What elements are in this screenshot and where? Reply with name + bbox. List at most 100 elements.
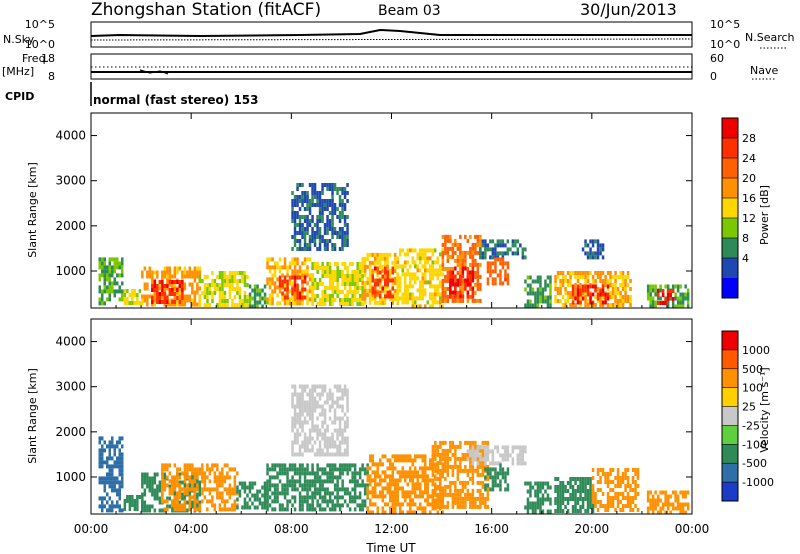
velocity-cell xyxy=(461,496,465,501)
power-cell xyxy=(198,303,202,307)
velocity-cell xyxy=(116,464,119,469)
power-cell xyxy=(293,269,297,274)
power-cell xyxy=(441,278,445,283)
power-cell xyxy=(571,295,575,299)
power-cell xyxy=(201,279,204,283)
power-cell xyxy=(474,258,477,263)
power-cell xyxy=(296,261,299,266)
power-cell xyxy=(273,285,277,290)
velocity-cell xyxy=(369,474,372,479)
power-cell xyxy=(308,289,312,294)
power-cell xyxy=(316,215,319,219)
power-cell xyxy=(579,275,582,279)
velocity-cell xyxy=(586,497,590,501)
power-cell xyxy=(213,279,217,283)
power-cell xyxy=(168,280,172,284)
power-cell xyxy=(296,275,299,280)
power-cell xyxy=(471,250,475,255)
velocity-cell xyxy=(606,476,610,480)
velocity-cell xyxy=(409,478,412,483)
power-cell xyxy=(466,298,470,303)
velocity-cell xyxy=(316,463,319,468)
colorbar-frame xyxy=(721,117,739,299)
power-cell xyxy=(298,243,302,247)
power-cell xyxy=(221,271,224,275)
power-cell xyxy=(313,235,317,239)
power-cell xyxy=(136,297,139,301)
power-cell xyxy=(283,279,287,284)
velocity-cell xyxy=(481,484,485,489)
velocity-cell xyxy=(261,501,264,506)
velocity-cell xyxy=(634,472,637,476)
velocity-cell xyxy=(479,488,482,493)
velocity-cell xyxy=(444,452,447,457)
power-cell xyxy=(544,287,547,292)
velocity-cell xyxy=(421,474,424,479)
velocity-cell xyxy=(504,453,507,458)
velocity-cell xyxy=(268,475,272,480)
velocity-cell xyxy=(321,479,324,484)
power-cell xyxy=(233,287,237,291)
power-cell xyxy=(436,260,439,265)
power-cell xyxy=(168,266,172,271)
power-cell xyxy=(459,270,462,275)
power-cell xyxy=(491,261,495,266)
velocity-cell xyxy=(581,481,585,485)
power-cell xyxy=(111,265,114,270)
velocity-cell xyxy=(281,471,284,476)
velocity-cell xyxy=(328,440,332,445)
velocity-cell xyxy=(554,485,557,489)
velocity-cell xyxy=(671,502,675,507)
velocity-cell xyxy=(469,476,472,481)
power-cell xyxy=(444,278,447,283)
velocity-cell xyxy=(421,494,424,499)
power-cell xyxy=(471,266,475,271)
velocity-cell xyxy=(348,467,352,472)
power-cell xyxy=(138,301,142,305)
velocity-cell xyxy=(118,472,121,477)
power-cell xyxy=(283,287,287,292)
velocity-cell xyxy=(286,499,289,504)
velocity-cell xyxy=(128,499,132,503)
power-cell xyxy=(591,255,595,260)
velocity-cell xyxy=(489,475,492,480)
power-cell xyxy=(271,265,274,270)
velocity-cell xyxy=(601,504,605,508)
power-cell xyxy=(331,207,334,211)
power-cell xyxy=(173,294,177,299)
velocity-cell xyxy=(534,501,537,506)
velocity-cell xyxy=(143,476,147,481)
power-cell xyxy=(283,257,287,262)
power-cell xyxy=(103,289,106,294)
velocity-cell xyxy=(223,475,227,480)
power-cell xyxy=(221,295,224,299)
power-cell xyxy=(361,268,364,273)
velocity-cell xyxy=(221,479,224,484)
power-cell xyxy=(113,261,116,266)
velocity-cell xyxy=(293,436,297,441)
velocity-cell xyxy=(221,491,224,496)
power-cell xyxy=(581,288,585,293)
velocity-cell xyxy=(681,502,685,507)
power-cell xyxy=(611,295,615,299)
power-cell xyxy=(311,199,314,203)
velocity-cell xyxy=(449,492,452,497)
velocity-cell xyxy=(306,400,309,405)
power-cell xyxy=(576,284,580,289)
velocity-cell xyxy=(529,501,532,506)
velocity-cell xyxy=(158,496,162,501)
power-cell xyxy=(276,265,279,270)
power-cell xyxy=(106,273,109,278)
power-cell xyxy=(298,223,302,227)
power-cell xyxy=(326,187,329,191)
power-cell xyxy=(466,290,470,295)
velocity-cell xyxy=(411,502,414,507)
power-cell xyxy=(626,283,630,287)
velocity-cell xyxy=(353,479,357,484)
power-cell xyxy=(449,286,452,291)
power-cell xyxy=(679,296,682,301)
velocity-cell xyxy=(121,460,124,465)
velocity-cell xyxy=(128,495,132,499)
power-cell xyxy=(609,271,612,275)
